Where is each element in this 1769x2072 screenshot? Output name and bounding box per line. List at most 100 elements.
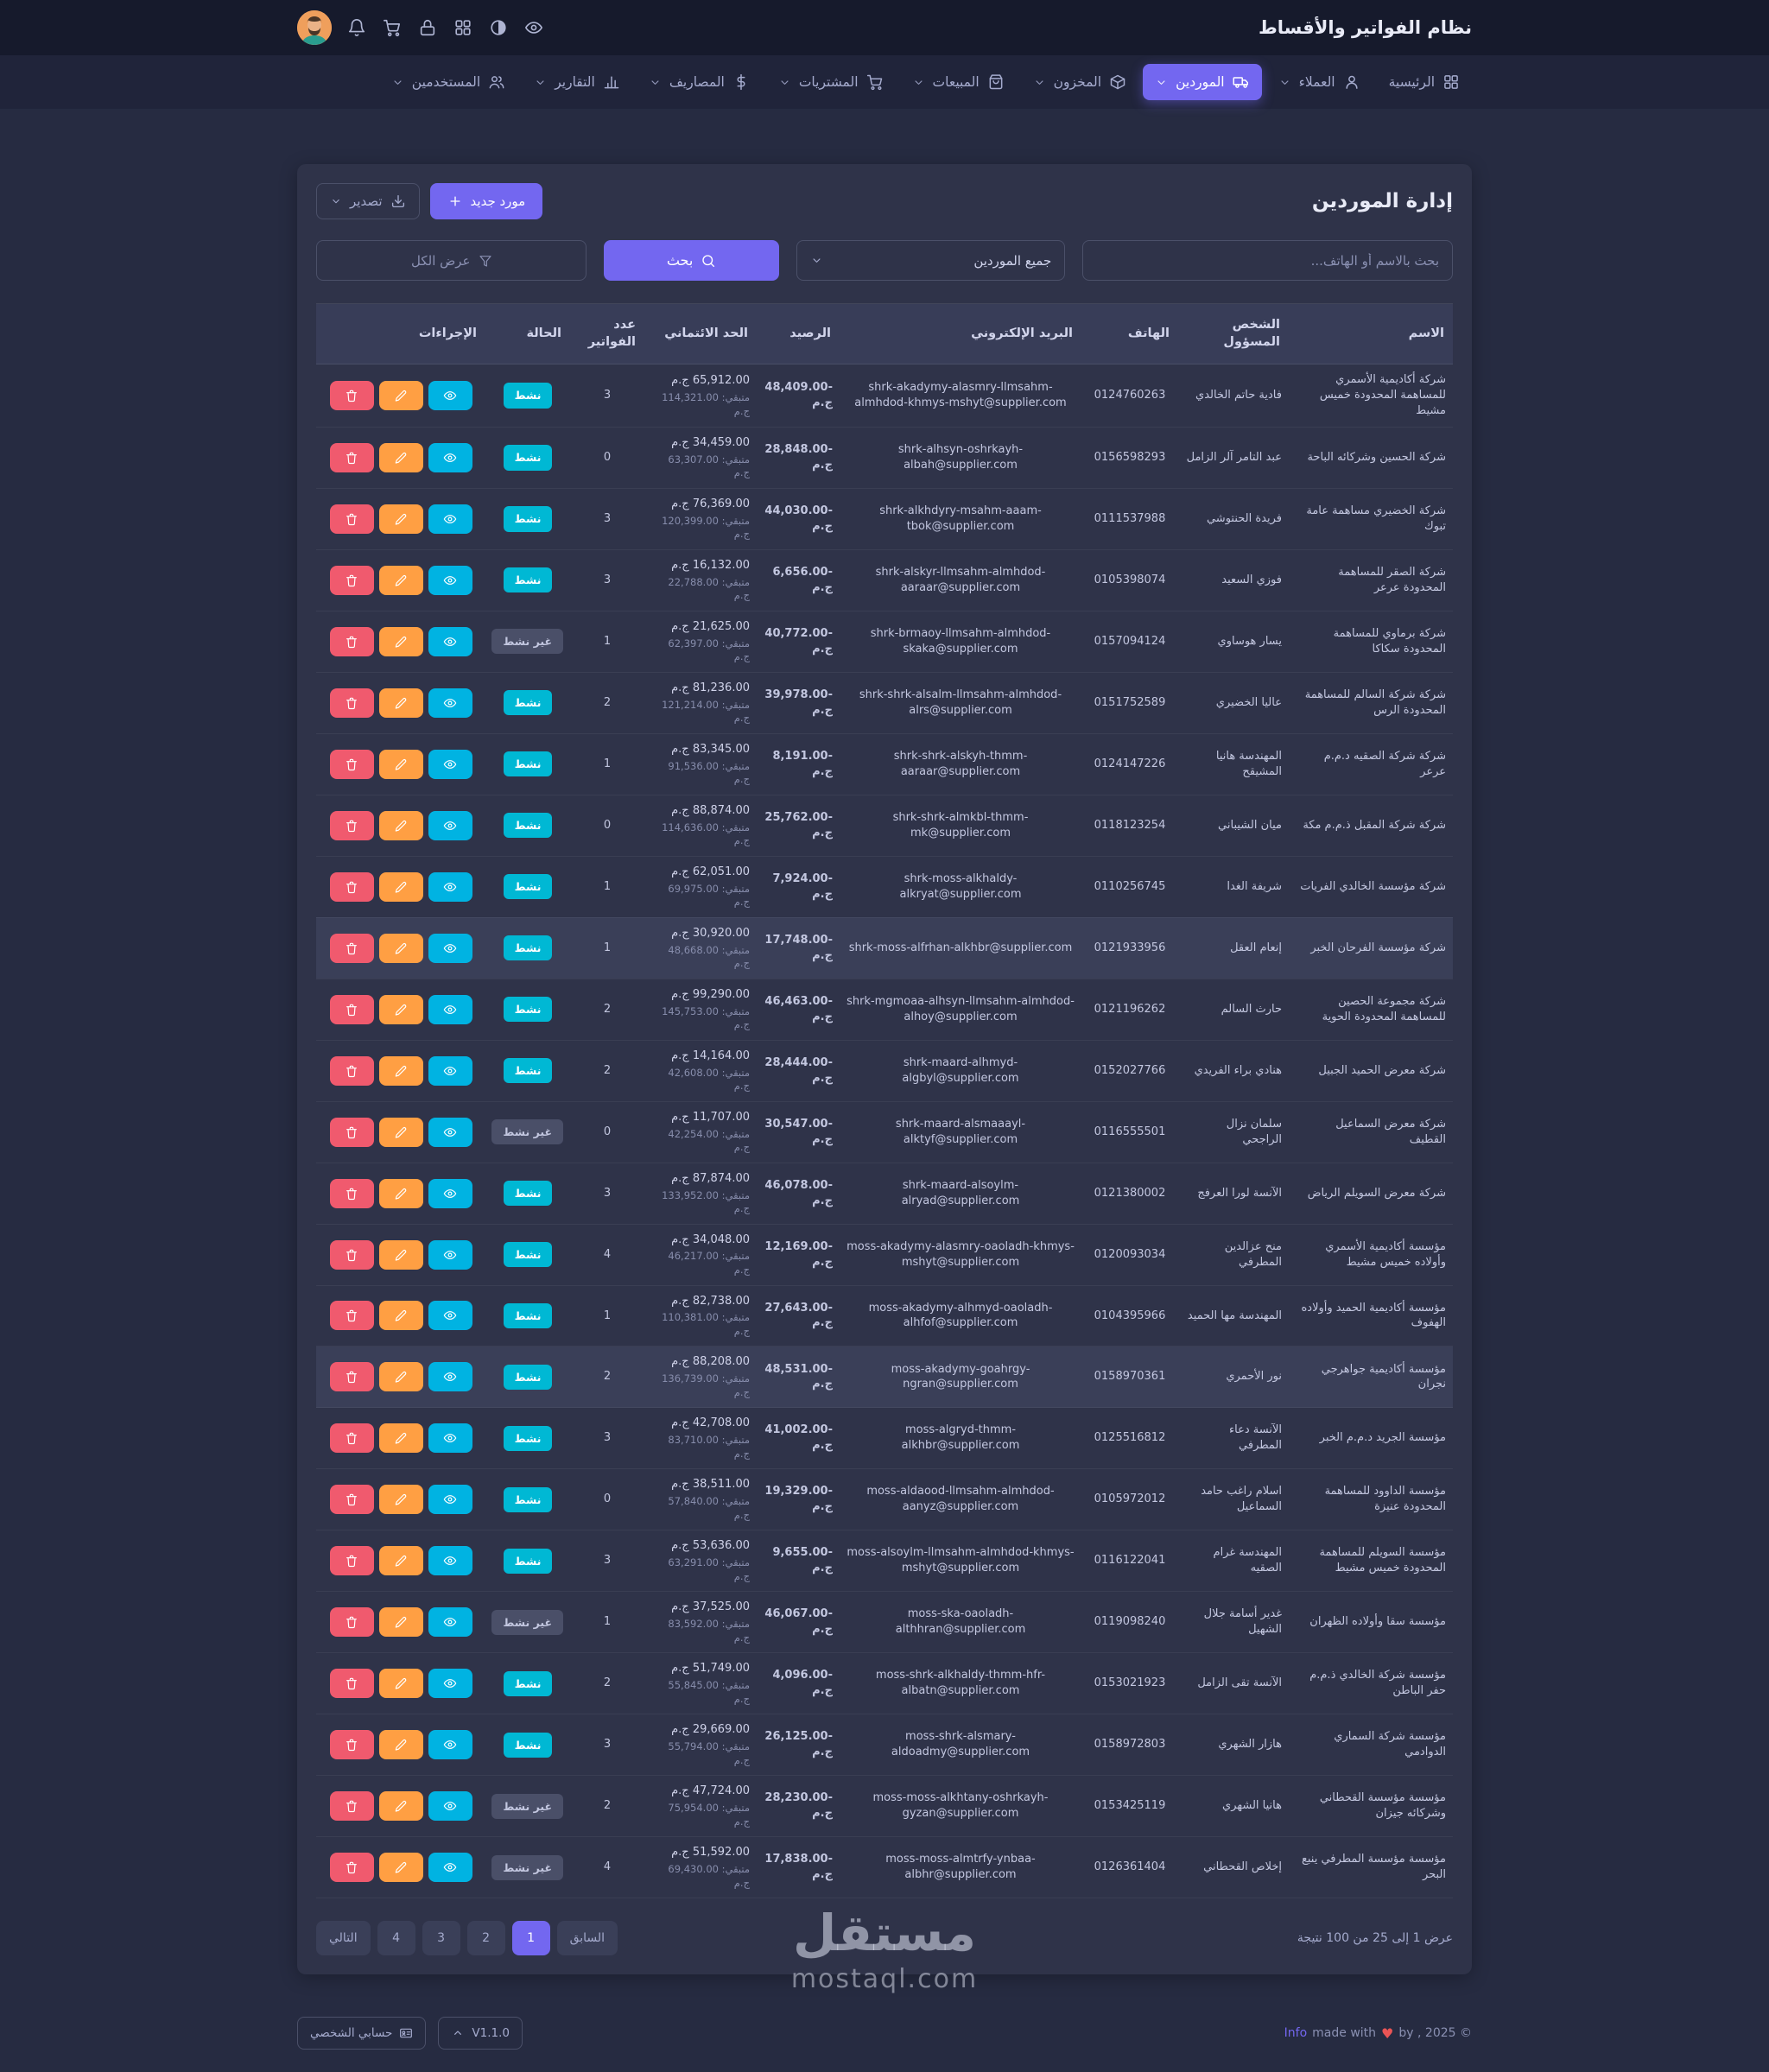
view-button[interactable] xyxy=(428,1301,472,1331)
delete-button[interactable] xyxy=(329,1117,374,1147)
delete-button[interactable] xyxy=(329,1607,374,1638)
supplier-name[interactable]: شركة شركة السالم للمساهمة المحدودة الرس xyxy=(1289,672,1453,734)
delete-button[interactable] xyxy=(329,1423,374,1454)
nav-item-suppliers[interactable]: الموردين xyxy=(1143,64,1262,100)
edit-button[interactable] xyxy=(378,626,423,656)
edit-button[interactable] xyxy=(378,1239,423,1270)
edit-button[interactable] xyxy=(378,687,423,718)
export-button[interactable]: تصدير xyxy=(316,183,420,219)
view-button[interactable] xyxy=(428,810,472,840)
view-button[interactable] xyxy=(428,1239,472,1270)
eye-icon[interactable] xyxy=(523,17,544,38)
delete-button[interactable] xyxy=(329,1485,374,1515)
nav-item-users[interactable]: المستخدمين xyxy=(379,64,517,100)
search-button[interactable]: بحث xyxy=(604,240,779,281)
delete-button[interactable] xyxy=(329,749,374,779)
nav-item-sales[interactable]: المبيعات xyxy=(900,64,1017,100)
view-button[interactable] xyxy=(428,1791,472,1822)
supplier-name[interactable]: مؤسسة الجريد د.م.م الخبر xyxy=(1289,1407,1453,1470)
view-button[interactable] xyxy=(428,565,472,595)
page-button-1[interactable]: 1 xyxy=(511,1921,550,1956)
view-button[interactable] xyxy=(428,442,472,472)
delete-button[interactable] xyxy=(329,810,374,840)
supplier-name[interactable]: شركة مؤسسة الفرحان الخبر xyxy=(1289,917,1453,979)
delete-button[interactable] xyxy=(329,1055,374,1086)
page-button-3[interactable]: 3 xyxy=(422,1921,460,1956)
bell-icon[interactable] xyxy=(346,17,367,38)
supplier-name[interactable]: شركة برماوي للمساهمة المحدودة سكاكا xyxy=(1289,611,1453,673)
edit-button[interactable] xyxy=(378,871,423,902)
supplier-name[interactable]: شركة مجموعة الحصين للمساهمة المحدودة الح… xyxy=(1289,979,1453,1041)
delete-button[interactable] xyxy=(329,1669,374,1699)
view-button[interactable] xyxy=(428,749,472,779)
delete-button[interactable] xyxy=(329,1546,374,1576)
page-button-4[interactable]: 4 xyxy=(377,1921,415,1956)
supplier-name[interactable]: شركة الحسين وشركائه الباحة xyxy=(1289,427,1453,489)
delete-button[interactable] xyxy=(329,871,374,902)
view-button[interactable] xyxy=(428,1485,472,1515)
delete-button[interactable] xyxy=(329,687,374,718)
edit-button[interactable] xyxy=(378,1730,423,1760)
edit-button[interactable] xyxy=(378,381,423,411)
view-button[interactable] xyxy=(428,1730,472,1760)
edit-button[interactable] xyxy=(378,442,423,472)
nav-item-clients[interactable]: العملاء xyxy=(1266,64,1373,100)
delete-button[interactable] xyxy=(329,1178,374,1208)
edit-button[interactable] xyxy=(378,504,423,534)
supplier-name[interactable]: شركة مؤسسة الخالدي الفريات xyxy=(1289,856,1453,918)
view-button[interactable] xyxy=(428,687,472,718)
nav-item-reports[interactable]: التقارير xyxy=(522,64,632,100)
supplier-name[interactable]: شركة أكاديمية الأسمري للمساهمة المحدودة … xyxy=(1289,364,1453,428)
delete-button[interactable] xyxy=(329,1730,374,1760)
supplier-name[interactable]: شركة شركة الصقيه د.م.م عرعر xyxy=(1289,733,1453,795)
supplier-name[interactable]: شركة الصقر للمساهمة المحدودة عرعر xyxy=(1289,549,1453,611)
cart-icon[interactable] xyxy=(382,17,403,38)
view-button[interactable] xyxy=(428,626,472,656)
delete-button[interactable] xyxy=(329,1791,374,1822)
supplier-name[interactable]: مؤسسة أكاديمية جواهرجي نجران xyxy=(1289,1346,1453,1409)
version-button[interactable]: V1.1.0 xyxy=(438,2017,523,2050)
delete-button[interactable] xyxy=(329,1239,374,1270)
show-all-box[interactable]: عرض الكل xyxy=(316,240,587,281)
info-link[interactable]: Info xyxy=(1284,2026,1308,2041)
new-supplier-button[interactable]: مورد جديد xyxy=(429,183,543,219)
grid-icon[interactable] xyxy=(453,17,473,38)
supplier-name[interactable]: شركة الخضيري مساهمة عامة تبوك xyxy=(1289,488,1453,550)
view-button[interactable] xyxy=(428,933,472,963)
page-button-2[interactable]: 2 xyxy=(466,1921,505,1956)
supplier-name[interactable]: مؤسسة أكاديمية الحميد وأولاده الهفوف xyxy=(1289,1285,1453,1347)
delete-button[interactable] xyxy=(329,1362,374,1392)
view-button[interactable] xyxy=(428,504,472,534)
supplier-name[interactable]: مؤسسة الداوود للمساهمة المحدودة عنيزة xyxy=(1289,1468,1453,1531)
view-button[interactable] xyxy=(428,1055,472,1086)
edit-button[interactable] xyxy=(378,1117,423,1147)
edit-button[interactable] xyxy=(378,1853,423,1883)
next-page-button[interactable]: التالي xyxy=(316,1921,371,1956)
nav-item-home[interactable]: الرئيسية xyxy=(1377,64,1472,100)
supplier-name[interactable]: مؤسسة سقا وأولاده الظهران xyxy=(1289,1591,1453,1654)
view-button[interactable] xyxy=(428,1669,472,1699)
delete-button[interactable] xyxy=(329,381,374,411)
delete-button[interactable] xyxy=(329,504,374,534)
supplier-name[interactable]: مؤسسة شركة الخالدي ذ.م.م حفر الباطن xyxy=(1289,1652,1453,1715)
view-button[interactable] xyxy=(428,994,472,1024)
supplier-name[interactable]: شركة معرض الحميد الجبيل xyxy=(1289,1040,1453,1102)
supplier-name[interactable]: شركة شركة المقبل ذ.م.م مكة xyxy=(1289,795,1453,857)
edit-button[interactable] xyxy=(378,1546,423,1576)
edit-button[interactable] xyxy=(378,1362,423,1392)
view-button[interactable] xyxy=(428,1178,472,1208)
view-button[interactable] xyxy=(428,1853,472,1883)
delete-button[interactable] xyxy=(329,1853,374,1883)
supplier-name[interactable]: مؤسسة أكاديمية الأسمري وأولاده خميس مشيط xyxy=(1289,1224,1453,1286)
edit-button[interactable] xyxy=(378,1423,423,1454)
palette-icon[interactable] xyxy=(488,17,509,38)
delete-button[interactable] xyxy=(329,1301,374,1331)
view-button[interactable] xyxy=(428,1546,472,1576)
edit-button[interactable] xyxy=(378,1301,423,1331)
edit-button[interactable] xyxy=(378,810,423,840)
edit-button[interactable] xyxy=(378,749,423,779)
supplier-name[interactable]: مؤسسة شركة السماري الدوادمي xyxy=(1289,1714,1453,1777)
supplier-name[interactable]: مؤسسة مؤسسة القحطاني وشركائه جيزان xyxy=(1289,1775,1453,1838)
edit-button[interactable] xyxy=(378,994,423,1024)
nav-item-purchases[interactable]: المشتريات xyxy=(766,64,896,100)
